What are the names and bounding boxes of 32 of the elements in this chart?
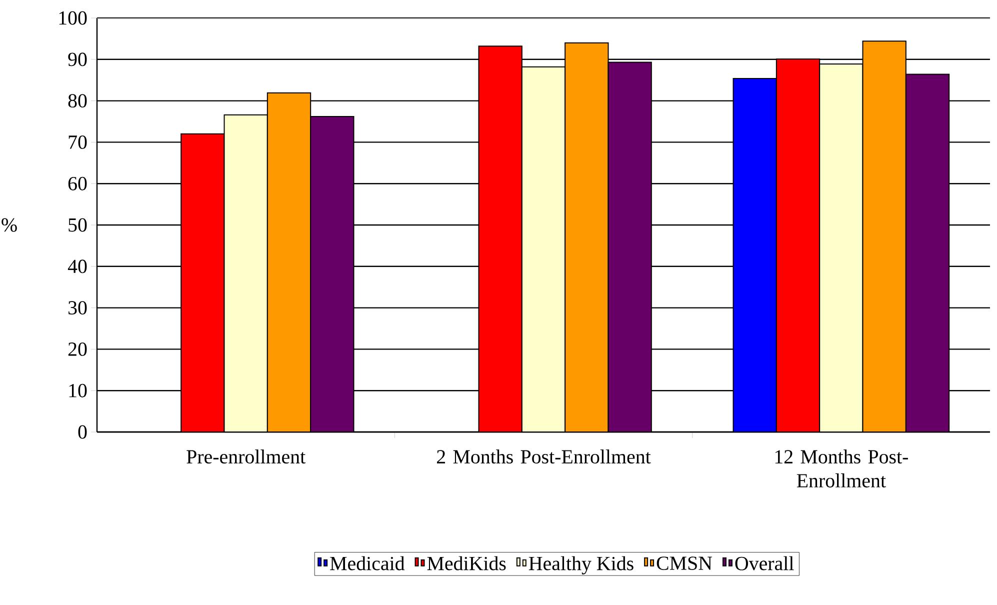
- x-tick-label: 12 Months Post-Enrollment: [775, 450, 908, 488]
- x-tick-label: Pre-enrollment: [186, 450, 306, 464]
- bar: [608, 62, 652, 432]
- y-tick-label: 90: [68, 52, 87, 66]
- legend-label: Healthy Kids: [528, 556, 634, 574]
- y-tick-label: 10: [69, 384, 87, 398]
- bar: [819, 63, 864, 432]
- y-tick-label: 80: [68, 94, 87, 108]
- y-tick-label: 20: [68, 342, 87, 356]
- y-tick-label: 100: [59, 11, 87, 25]
- bar: [862, 40, 906, 432]
- legend-label: MediKids: [427, 556, 506, 570]
- y-axis-title: %: [2, 218, 17, 232]
- bar: [564, 42, 609, 432]
- y-tick-label: 70: [68, 135, 87, 149]
- legend-label: Medicaid: [330, 556, 405, 570]
- legend-label: Overall: [735, 556, 794, 570]
- bar: [180, 133, 225, 432]
- bar: [266, 92, 312, 432]
- bar: [905, 74, 950, 432]
- bar: [224, 114, 268, 432]
- y-tick-label: 30: [68, 301, 87, 315]
- legend-label: CMSN: [656, 556, 712, 570]
- bar: [310, 116, 354, 432]
- y-tick-label: 60: [68, 176, 87, 190]
- y-tick-label: 50: [68, 218, 87, 232]
- bar: [521, 66, 566, 432]
- y-tick-label: 0: [78, 425, 87, 439]
- bar: [478, 46, 522, 432]
- bar: [776, 58, 820, 432]
- x-tick-label: 2 Months Post-Enrollment: [437, 450, 651, 464]
- y-tick-label: 40: [68, 260, 87, 274]
